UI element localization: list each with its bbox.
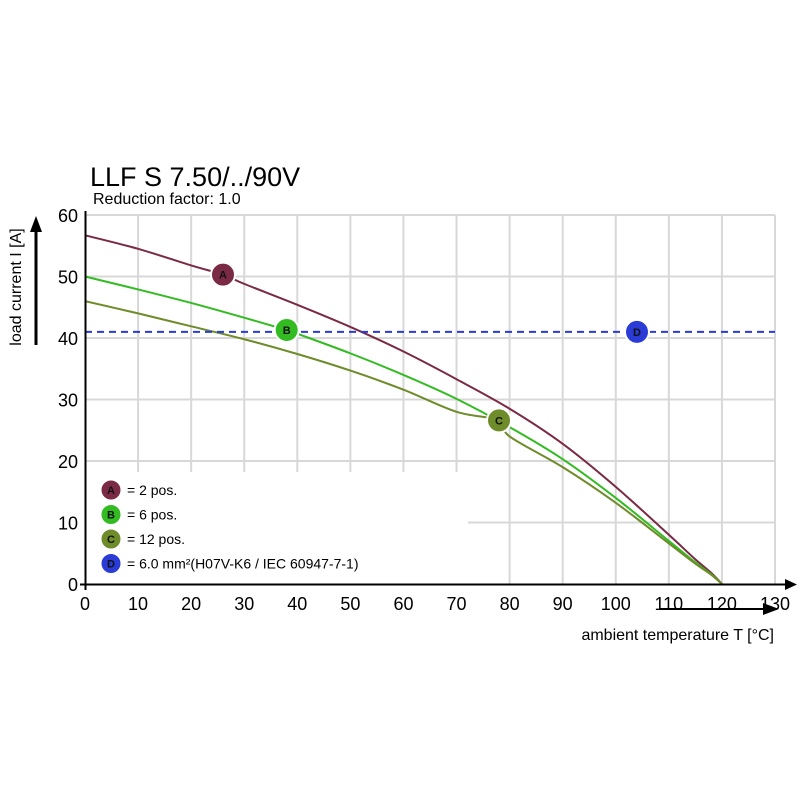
legend-entry-d: = 6.0 mm²(H07V-K6 / IEC 60947-7-1) [127, 556, 359, 572]
series-line-a [84, 234, 723, 585]
x-tick-label: 120 [707, 594, 737, 614]
x-axis-arrow [785, 579, 797, 590]
x-tick-label: 40 [287, 594, 307, 614]
series-markers: A B C D [210, 261, 650, 434]
x-tick-label: 90 [553, 594, 573, 614]
legend-marker-label: B [107, 510, 115, 522]
series-layer [84, 234, 775, 585]
x-tick-label: 50 [340, 594, 360, 614]
series-line-c [84, 300, 723, 585]
legend-entry-b: = 6 pos. [127, 507, 177, 523]
x-tick-label: 80 [500, 594, 520, 614]
x-tick-label: 30 [234, 594, 254, 614]
chart-title: LLF S 7.50/../90V [90, 162, 300, 192]
x-tick-label: 70 [447, 594, 467, 614]
series-marker-label: C [495, 415, 503, 427]
chart-subtitle: Reduction factor: 1.0 [93, 191, 241, 208]
y-tick-label: 30 [58, 391, 78, 411]
y-axis-label: load current I [A] [8, 228, 25, 345]
legend-marker-d [100, 553, 122, 574]
series-marker-label: A [219, 270, 227, 282]
legend-marker-label: C [107, 534, 115, 546]
series-marker-c [486, 407, 512, 434]
legend-entry-a: = 2 pos. [127, 482, 177, 498]
legend-background [86, 472, 468, 584]
y-tick-label: 0 [68, 575, 78, 595]
series-marker-d [624, 318, 650, 345]
series-line-b [84, 275, 723, 585]
legend-marker-b [100, 504, 122, 525]
y-tick-label: 10 [58, 514, 78, 534]
tick-labels: 0 10 20 30 40 50 60 70 80 90 100 110 120 130 0 10 20 30 40… [58, 206, 790, 614]
x-axis-label: ambient temperature T [°C] [581, 627, 774, 644]
series-marker-label: B [283, 325, 291, 337]
x-tick-label: 60 [393, 594, 413, 614]
legend: A = 2 pos. B = 6 pos. C = 12 pos. D = 6.0 mm²(H… [100, 479, 359, 574]
y-tick-label: 20 [58, 452, 78, 472]
x-tick-label: 100 [601, 594, 631, 614]
series-marker-a [210, 261, 236, 288]
x-tick-label: 10 [128, 594, 148, 614]
legend-marker-label: D [107, 559, 115, 571]
legend-entry-c: = 12 pos. [127, 531, 185, 547]
x-tick-label: 20 [181, 594, 201, 614]
legend-marker-c [100, 528, 122, 550]
x-label-arrow-head [763, 603, 779, 615]
x-tick-label: 0 [80, 594, 90, 614]
series-marker-label: D [633, 327, 641, 339]
x-tick-label: 110 [654, 594, 683, 614]
x-tick-label: 130 [760, 594, 790, 614]
legend-marker-a [100, 479, 122, 501]
legend-marker-label: A [107, 485, 115, 497]
y-label-arrow-head [30, 216, 42, 232]
y-tick-label: 40 [58, 329, 78, 349]
series-marker-b [273, 317, 300, 344]
y-tick-label: 60 [58, 206, 78, 226]
y-tick-label: 50 [58, 268, 78, 288]
